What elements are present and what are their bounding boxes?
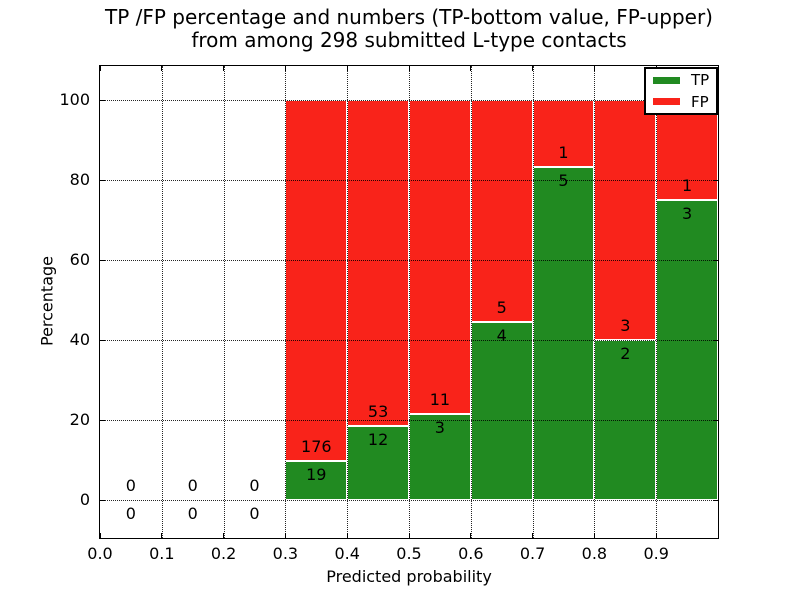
x-tickmark-bottom <box>532 533 534 538</box>
fp-count-label: 0 <box>249 476 260 495</box>
chart-title-line-2: from among 298 submitted L-type contacts <box>191 28 627 52</box>
gridline-x-0.5 <box>409 66 410 538</box>
x-tickmark-top <box>223 66 225 71</box>
fp-count-label: 11 <box>429 390 451 410</box>
gridline-x-0.4 <box>347 66 349 538</box>
x-tickmark-top <box>408 66 410 71</box>
plot-area: 0 0 0 0 0 0 176 19 53 12 11 3 5 4 1 5 3 2 1 3 <box>99 65 719 539</box>
x-tickmark-bottom <box>408 533 410 538</box>
bar-fp-0.6 <box>470 100 533 323</box>
y-tickmark-left <box>100 499 105 501</box>
tp-count-label: 5 <box>558 170 569 190</box>
bar-tp-0.6 <box>470 322 533 500</box>
x-tickmark-top <box>593 66 595 71</box>
gridline-x-0.2 <box>223 66 225 538</box>
x-tick-label-0.7: 0.7 <box>519 544 546 563</box>
y-tickmark-left <box>100 339 105 341</box>
fp-count-label: 176 <box>301 437 332 457</box>
x-tick-label-0.5: 0.5 <box>396 544 422 563</box>
x-tickmark-bottom <box>161 533 163 538</box>
fp-count-label: 5 <box>496 298 507 318</box>
y-tickmark-left <box>100 259 105 261</box>
bar-fp-0.4 <box>347 100 409 427</box>
tp-count-label: 0 <box>249 504 260 523</box>
tp-count-label: 2 <box>620 344 631 363</box>
y-tick-label-100: 100 <box>59 90 90 109</box>
x-tick-label-0.2: 0.2 <box>210 544 237 563</box>
y-tick-label-60: 60 <box>69 250 90 269</box>
bar-fp-0.7 <box>532 100 595 167</box>
y-tick-label-20: 20 <box>69 410 90 429</box>
legend-entry-tp: TP <box>653 71 709 90</box>
bar-tp-0.4 <box>347 426 409 500</box>
x-tick-label-0.3: 0.3 <box>272 544 299 563</box>
x-tickmark-bottom <box>655 533 657 538</box>
x-tickmark-top <box>346 66 348 71</box>
legend-entry-fp: FP <box>653 93 709 112</box>
fp-count-label: 0 <box>125 476 136 495</box>
tp-count-label: 3 <box>434 418 445 438</box>
x-tickmark-top <box>99 66 101 71</box>
x-tick-label-0.8: 0.8 <box>581 544 608 563</box>
y-tickmark-right <box>713 259 718 261</box>
chart-title-line-1: TP /FP percentage and numbers (TP-bottom… <box>105 5 713 29</box>
tp-count-label: 4 <box>496 326 507 346</box>
x-tick-label-0.4: 0.4 <box>334 544 360 563</box>
x-tick-label-0.1: 0.1 <box>149 544 175 563</box>
y-tickmark-left <box>100 419 105 421</box>
tp-count-label: 19 <box>306 465 327 485</box>
y-tick-label-80: 80 <box>69 170 90 189</box>
y-tick-label-0: 0 <box>79 490 90 509</box>
legend-label-tp: TP <box>691 71 710 90</box>
x-tickmark-bottom <box>99 533 101 538</box>
x-tickmark-top <box>161 66 163 71</box>
fp-count-label: 1 <box>558 142 569 162</box>
fp-count-label: 1 <box>682 176 693 195</box>
fp-count-label: 3 <box>620 316 631 335</box>
gridline-x-0.7 <box>532 66 534 538</box>
y-tickmark-right <box>713 419 718 421</box>
legend: TP FP <box>644 67 718 115</box>
bar-fp-0.5 <box>409 100 471 415</box>
bar-tp-0.3 <box>285 461 348 500</box>
bar-fp-0.3 <box>285 100 348 462</box>
y-tickmark-right <box>713 339 718 341</box>
x-tick-label-0.6: 0.6 <box>458 544 484 563</box>
x-tick-label-0.0: 0.0 <box>87 544 113 563</box>
tp-color-swatch <box>653 76 680 84</box>
gridline-x-0.8 <box>594 66 596 538</box>
gridline-x-0.1 <box>161 66 163 538</box>
tp-count-label: 0 <box>187 504 198 523</box>
tp-count-label: 12 <box>367 430 389 450</box>
gridline-x-0.3 <box>285 66 287 538</box>
x-tickmark-bottom <box>593 533 595 538</box>
x-tick-label-0.9: 0.9 <box>643 544 669 563</box>
bar-fp-0.8 <box>594 100 657 340</box>
x-axis-label: Predicted probability <box>326 567 492 586</box>
x-tickmark-top <box>532 66 534 71</box>
y-tickmark-left <box>100 179 105 181</box>
gridline-x-0.6 <box>470 66 472 538</box>
legend-label-fp: FP <box>691 92 709 111</box>
chart-title: TP /FP percentage and numbers (TP-bottom… <box>99 6 719 52</box>
tp-count-label: 3 <box>682 204 693 223</box>
bar-tp-0.9 <box>656 200 718 500</box>
y-tickmark-right <box>713 179 718 181</box>
x-tickmark-top <box>284 66 286 71</box>
x-tickmark-bottom <box>284 533 286 538</box>
fp-count-label: 53 <box>367 402 389 422</box>
x-tickmark-bottom <box>223 533 225 538</box>
x-tickmark-bottom <box>470 533 472 538</box>
bar-tp-0.7 <box>532 166 595 500</box>
x-tickmark-bottom <box>346 533 348 538</box>
y-tick-label-40: 40 <box>69 330 90 349</box>
y-tickmark-right <box>713 499 718 501</box>
gridline-x-0.9 <box>656 66 658 538</box>
fp-color-swatch <box>653 98 680 106</box>
fp-count-label: 0 <box>187 476 198 495</box>
x-tickmark-top <box>470 66 472 71</box>
tp-count-label: 0 <box>125 504 136 523</box>
y-tickmark-left <box>100 99 105 101</box>
